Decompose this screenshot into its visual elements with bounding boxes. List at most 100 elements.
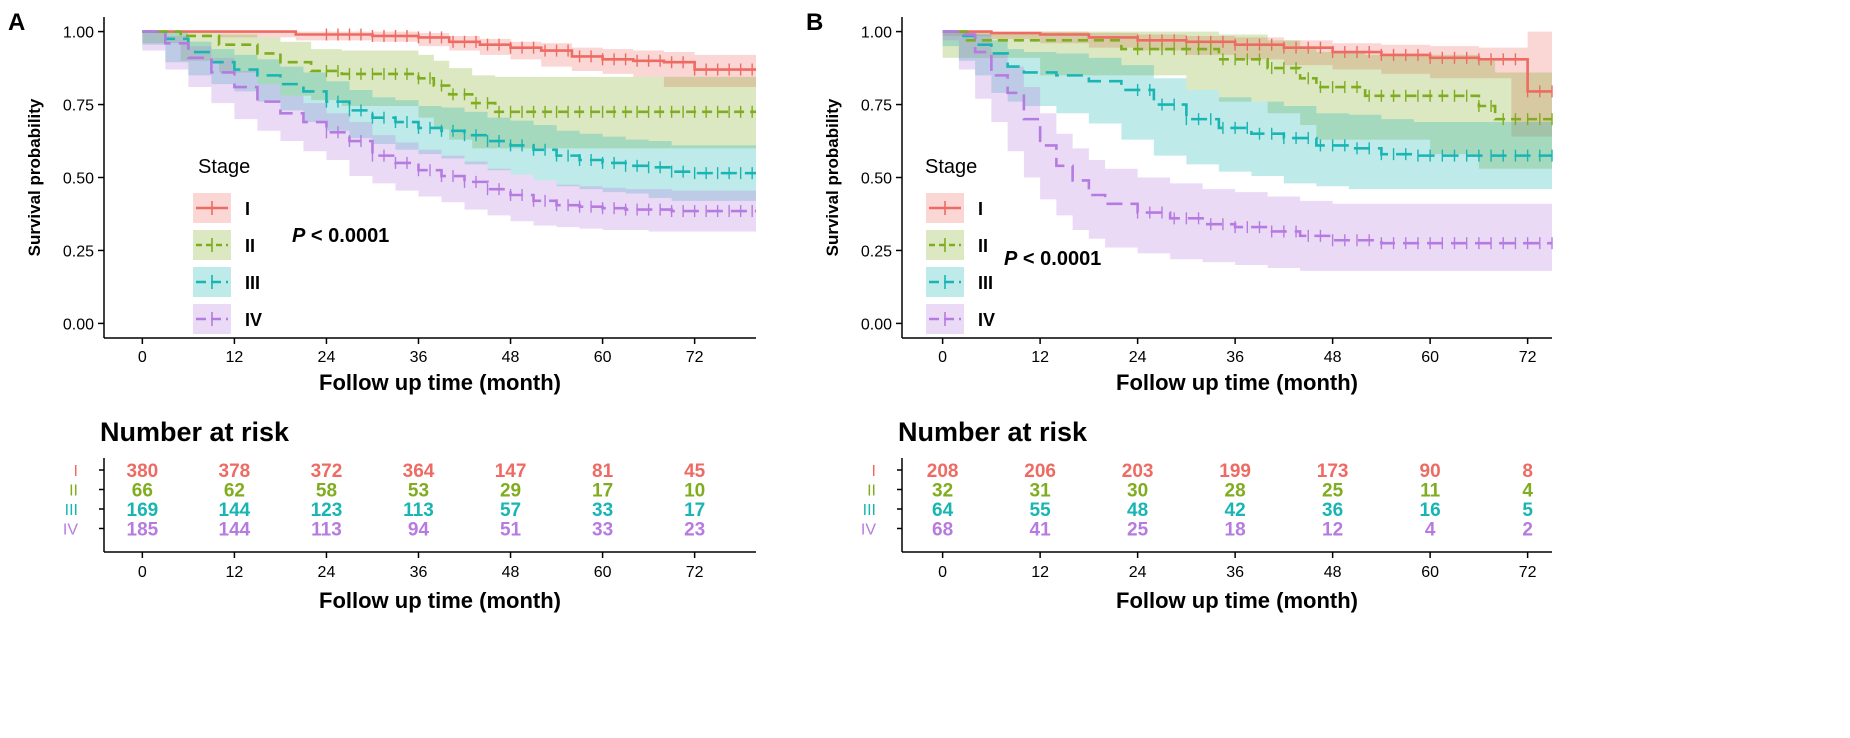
ci-band-iv xyxy=(942,31,1552,271)
risk-value: 16 xyxy=(1420,500,1441,521)
risk-x-tick-label: 60 xyxy=(594,564,612,581)
y-tick-label: 0.50 xyxy=(861,171,892,188)
risk-value: 64 xyxy=(932,500,954,521)
legend-label: IV xyxy=(245,310,262,330)
risk-value: 12 xyxy=(1322,520,1343,541)
x-tick-label: 12 xyxy=(226,349,244,366)
censor-marks-iii xyxy=(325,95,753,180)
x-tick-label: 60 xyxy=(1421,349,1439,366)
risk-x-tick-label: 24 xyxy=(1129,564,1147,581)
risk-value: 51 xyxy=(500,520,522,541)
risk-value: 380 xyxy=(127,461,159,482)
risk-value: 18 xyxy=(1225,520,1246,541)
risk-value: 81 xyxy=(592,461,614,482)
risk-value: 4 xyxy=(1522,481,1533,502)
x-tick-label: 60 xyxy=(594,349,612,366)
risk-value: 25 xyxy=(1127,520,1149,541)
legend-item-i: I xyxy=(926,193,983,223)
risk-value: 11 xyxy=(1420,481,1441,502)
legend-item-iii: III xyxy=(193,267,260,297)
risk-x-tick-label: 36 xyxy=(1226,564,1244,581)
x-tick-label: 36 xyxy=(410,349,428,366)
censor-marks-iii xyxy=(1136,83,1553,162)
p-value: P < 0.0001 xyxy=(1004,248,1101,270)
risk-value: 169 xyxy=(127,500,159,521)
risk-value: 17 xyxy=(592,481,613,502)
x-tick-label: 36 xyxy=(1226,349,1244,366)
risk-x-tick-label: 0 xyxy=(938,564,947,581)
risk-value: 68 xyxy=(932,520,953,541)
risk-value: 45 xyxy=(684,461,706,482)
ci-band-ii xyxy=(142,31,757,149)
censor-marks-ii xyxy=(325,64,753,118)
legend-label: IV xyxy=(978,310,995,330)
risk-value: 66 xyxy=(132,481,153,502)
risk-row-iv: IV 68 41 25 18 12 4 2 xyxy=(861,520,1533,541)
risk-value: 28 xyxy=(1225,481,1246,502)
y-tick-label: 0.25 xyxy=(63,243,94,260)
risk-value: 378 xyxy=(219,461,251,482)
y-tick-label: 1.00 xyxy=(861,25,892,42)
risk-value: 5 xyxy=(1522,500,1533,521)
risk-value: 32 xyxy=(932,481,953,502)
risk-value: 199 xyxy=(1219,461,1251,482)
x-tick-label: 72 xyxy=(686,349,704,366)
risk-row-iii: III 169 144 123 113 57 33 17 xyxy=(65,500,706,521)
p-value-symbol: P xyxy=(1004,248,1018,270)
y-tick-label: 0.50 xyxy=(63,171,94,188)
risk-row-i: I 208 206 203 199 173 90 8 xyxy=(872,461,1533,482)
risk-row-iv: IV 185 144 113 94 51 33 23 xyxy=(63,520,705,541)
ci-band-i xyxy=(142,31,757,88)
legend-title: Stage xyxy=(925,156,977,178)
risk-value: 203 xyxy=(1122,461,1154,482)
risk-value: 8 xyxy=(1522,461,1533,482)
legend-item-ii: II xyxy=(193,230,255,260)
x-axis-title: Follow up time (month) xyxy=(319,370,561,395)
legend-title: Stage xyxy=(198,156,250,178)
survival-curve-ii xyxy=(942,30,1552,121)
legend-item-i: I xyxy=(193,193,250,223)
ci-band-iii xyxy=(942,31,1552,190)
risk-row-label: I xyxy=(74,463,78,480)
risk-value: 364 xyxy=(403,461,435,482)
y-tick-label: 0.75 xyxy=(63,98,94,115)
risk-x-axis-title: Follow up time (month) xyxy=(1116,588,1358,613)
risk-value: 53 xyxy=(408,481,429,502)
risk-value: 62 xyxy=(224,481,245,502)
risk-value: 57 xyxy=(500,500,521,521)
censor-marks-ii xyxy=(1136,43,1553,126)
risk-value: 42 xyxy=(1225,500,1246,521)
risk-x-tick-label: 36 xyxy=(410,564,428,581)
risk-value: 113 xyxy=(403,500,434,521)
y-tick-label: 0.00 xyxy=(861,316,892,333)
risk-x-axis-title: Follow up time (month) xyxy=(319,588,561,613)
risk-row-iii: III 64 55 48 42 36 16 5 xyxy=(863,500,1534,521)
risk-table-title: Number at risk xyxy=(100,417,290,447)
survival-curve-iii xyxy=(942,30,1552,157)
risk-value: 30 xyxy=(1127,481,1148,502)
risk-value: 33 xyxy=(592,520,613,541)
legend-label: II xyxy=(245,236,255,256)
risk-value: 36 xyxy=(1322,500,1343,521)
risk-x-tick-label: 48 xyxy=(1324,564,1342,581)
risk-row-label: III xyxy=(65,502,78,519)
x-tick-label: 24 xyxy=(1129,349,1147,366)
risk-row-label: II xyxy=(69,483,78,500)
risk-value: 48 xyxy=(1127,500,1148,521)
risk-row-label: IV xyxy=(63,522,78,539)
risk-value: 123 xyxy=(311,500,343,521)
panel-b: B0.000.250.500.751.000 12 24 36 48 60 72Follow… xyxy=(806,9,1553,613)
risk-x-tick-label: 48 xyxy=(502,564,520,581)
legend-item-iv: IV xyxy=(193,304,262,334)
legend-label: I xyxy=(978,199,983,219)
x-tick-label: 72 xyxy=(1519,349,1537,366)
risk-row-label: I xyxy=(872,463,876,480)
legend-label: II xyxy=(978,236,988,256)
legend-item-ii: II xyxy=(926,230,988,260)
x-tick-label: 24 xyxy=(318,349,336,366)
p-value: P < 0.0001 xyxy=(292,225,389,247)
p-value-text: < 0.0001 xyxy=(305,225,389,247)
risk-x-tick-label: 12 xyxy=(226,564,244,581)
risk-value: 144 xyxy=(219,520,251,541)
